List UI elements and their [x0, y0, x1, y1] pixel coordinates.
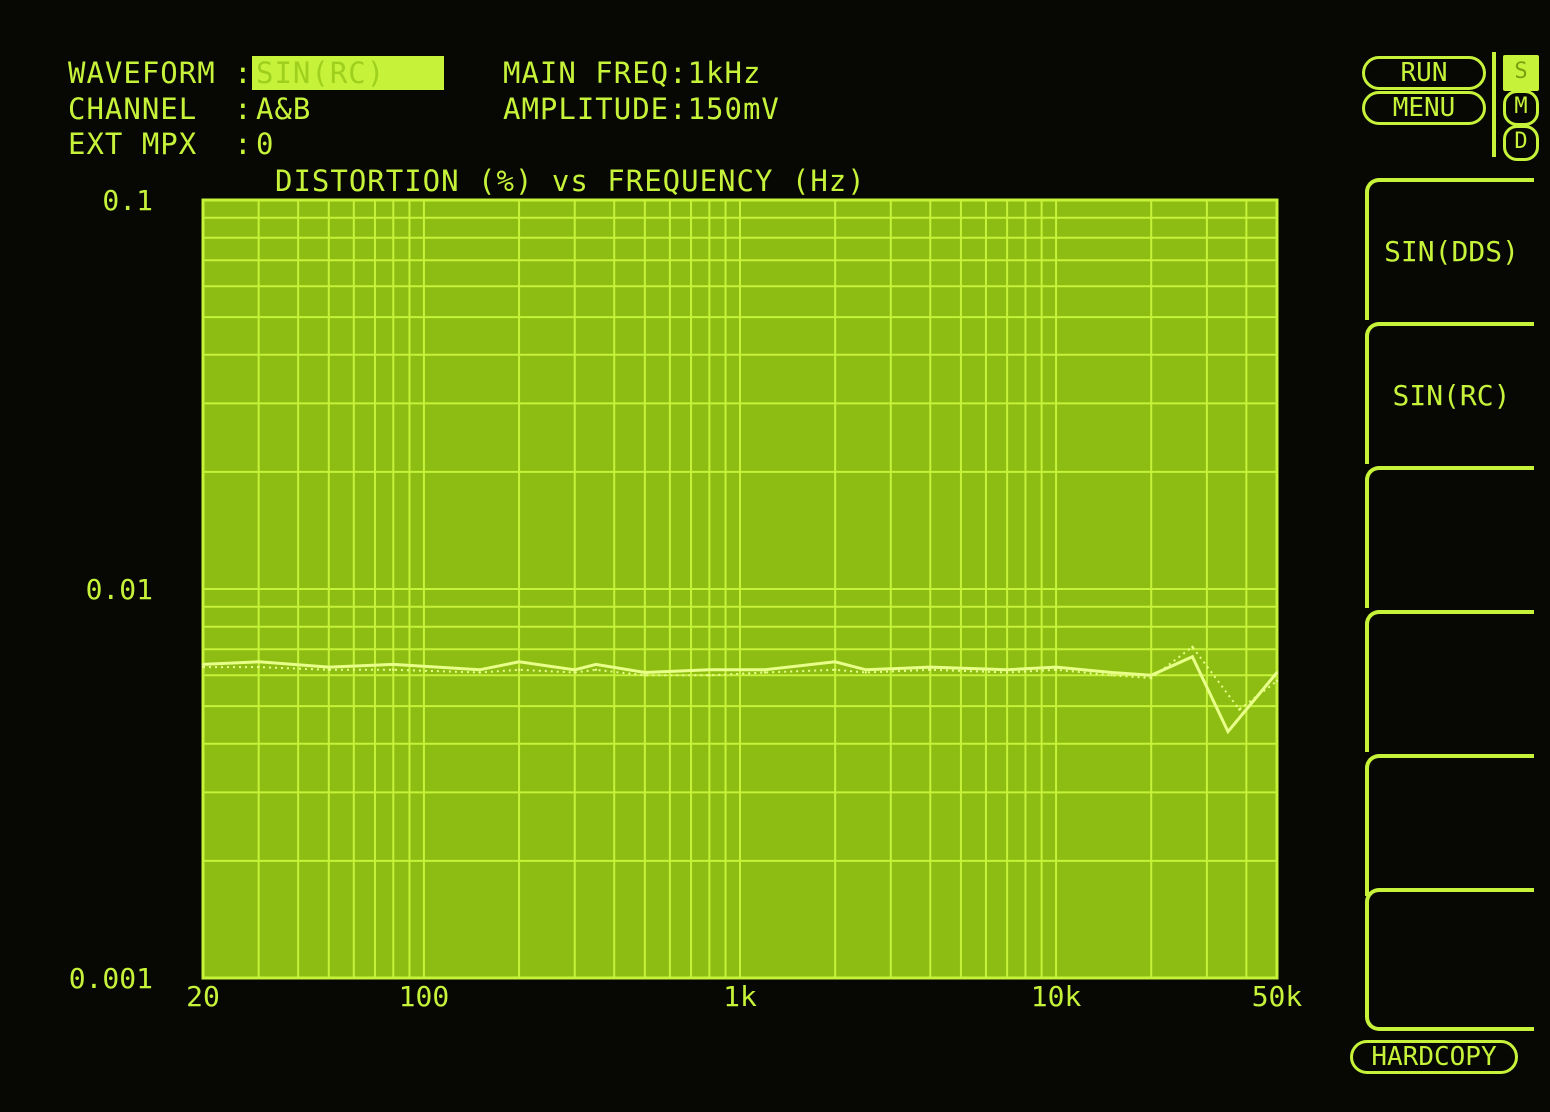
data-point — [1226, 730, 1230, 733]
waveform-label: WAVEFORM : — [68, 56, 253, 90]
data-point — [864, 671, 867, 674]
data-point — [1150, 674, 1153, 677]
data-point — [392, 668, 395, 671]
data-point — [392, 663, 395, 666]
ext-mpx-value[interactable]: 0 — [256, 127, 275, 161]
data-point — [1275, 679, 1279, 683]
hardcopy-button[interactable]: HARDCOPY — [1350, 1040, 1518, 1074]
data-point — [257, 660, 260, 663]
data-point — [1005, 668, 1009, 671]
data-point — [833, 668, 837, 671]
main-freq: MAIN FREQ:1kHz — [503, 56, 762, 90]
data-point — [643, 671, 647, 674]
data-point — [1005, 671, 1009, 674]
softkey-3[interactable] — [1365, 466, 1534, 608]
run-button[interactable]: RUN — [1362, 56, 1486, 90]
data-point — [708, 674, 711, 677]
x-tick-label: 50k — [1252, 980, 1303, 1013]
data-point — [478, 668, 481, 671]
data-point — [517, 668, 521, 671]
data-point — [1191, 655, 1194, 658]
data-point — [929, 665, 932, 669]
data-point — [257, 665, 260, 669]
channel-label: CHANNEL : — [68, 92, 253, 126]
softkey-1[interactable]: SIN(DDS) — [1365, 178, 1534, 320]
softkey-2[interactable]: SIN(RC) — [1365, 322, 1534, 464]
data-point — [478, 671, 481, 674]
plot-border — [201, 198, 1279, 980]
data-point — [573, 668, 576, 671]
x-tick-label: 1k — [723, 980, 757, 1013]
amplitude: AMPLITUDE:150mV — [503, 92, 780, 126]
data-point — [929, 668, 932, 671]
chart-title: DISTORTION (%) vs FREQUENCY (Hz) — [275, 164, 866, 198]
data-point — [517, 660, 521, 663]
mode-s-button[interactable]: S — [1503, 55, 1539, 91]
data-point — [594, 663, 598, 666]
data-point — [763, 671, 767, 674]
data-point — [201, 665, 205, 669]
data-point — [573, 671, 576, 674]
data-point — [833, 660, 837, 663]
data-point — [708, 668, 711, 671]
y-tick-label: 0.001 — [69, 962, 153, 995]
softkey-6[interactable] — [1365, 888, 1534, 1031]
waveform-value[interactable]: SIN(RC) — [252, 56, 444, 90]
data-point — [1054, 668, 1058, 671]
x-tick-label: 10k — [1031, 980, 1082, 1013]
data-point — [1054, 665, 1058, 669]
data-point — [1191, 645, 1194, 649]
mode-m-button[interactable]: M — [1503, 90, 1539, 126]
softkey-4[interactable] — [1365, 610, 1534, 752]
data-point — [1110, 674, 1113, 677]
data-point — [594, 668, 598, 671]
data-point — [643, 674, 647, 677]
y-tick-label: 0.01 — [86, 573, 153, 606]
data-point — [1238, 708, 1241, 711]
softkey-5[interactable] — [1365, 754, 1534, 896]
series-line-2 — [203, 645, 1278, 711]
mode-d-button[interactable]: D — [1503, 125, 1539, 161]
menu-button[interactable]: MENU — [1362, 91, 1486, 125]
ext-mpx-label: EXT MPX : — [68, 127, 253, 161]
data-point — [327, 668, 330, 671]
divider — [1492, 52, 1496, 157]
x-tick-label: 20 — [186, 980, 220, 1013]
channel-value[interactable]: A&B — [256, 92, 312, 126]
data-point — [763, 668, 767, 671]
data-point — [864, 668, 867, 671]
y-tick-label: 0.1 — [102, 184, 153, 217]
x-tick-label: 100 — [399, 980, 450, 1013]
data-point — [1110, 671, 1113, 674]
data-point — [327, 665, 330, 669]
data-point — [1275, 671, 1279, 674]
data-point — [1150, 676, 1153, 680]
data-point — [201, 663, 205, 666]
